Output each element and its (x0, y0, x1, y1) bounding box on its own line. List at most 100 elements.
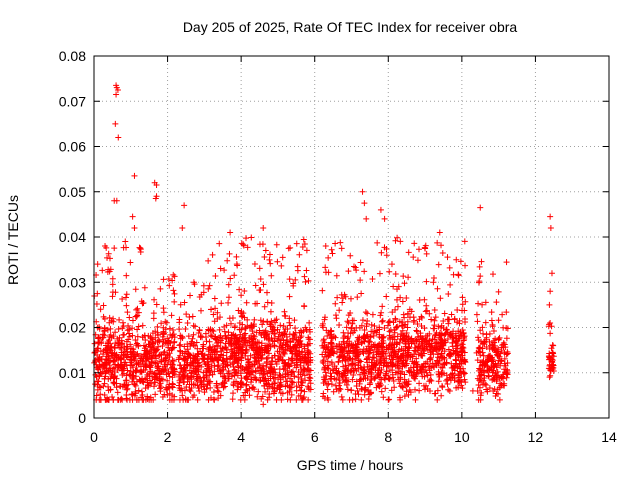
data-point (433, 347, 440, 354)
data-point (263, 358, 270, 365)
data-point (226, 315, 233, 322)
data-point (443, 326, 450, 333)
data-point (261, 253, 268, 260)
data-point (190, 279, 197, 286)
data-point (386, 328, 393, 335)
data-point (336, 307, 343, 314)
data-point (274, 258, 281, 265)
data-point (105, 367, 112, 374)
data-point (207, 332, 214, 339)
data-point (337, 346, 344, 353)
data-point (395, 283, 402, 290)
data-point (381, 244, 388, 251)
data-point (246, 325, 253, 332)
data-point (363, 323, 370, 330)
y-tick-label: 0 (78, 410, 86, 426)
data-point (103, 396, 110, 403)
data-point (301, 303, 308, 310)
data-point (206, 380, 213, 387)
data-point (475, 396, 482, 403)
data-point (186, 381, 193, 388)
y-tick-label: 0.02 (59, 320, 86, 336)
data-point (252, 300, 259, 307)
data-point (462, 379, 469, 386)
data-point (296, 384, 303, 391)
data-point (284, 396, 291, 403)
data-point (279, 254, 286, 261)
data-point (266, 394, 273, 401)
data-point (177, 369, 184, 376)
data-point (171, 290, 178, 297)
data-point (333, 272, 340, 279)
data-point (242, 349, 249, 356)
data-point (248, 234, 255, 241)
data-point (324, 386, 331, 393)
data-point (96, 372, 103, 379)
data-point (547, 224, 554, 231)
data-point (143, 375, 150, 382)
data-point (414, 328, 421, 335)
data-point (376, 331, 383, 338)
data-point (170, 358, 177, 365)
data-point (354, 294, 361, 301)
data-point (388, 352, 395, 359)
data-point (387, 327, 394, 334)
data-point (251, 261, 258, 268)
data-point (131, 380, 138, 387)
data-point (205, 366, 212, 373)
data-point (390, 283, 397, 290)
data-point (488, 317, 495, 324)
data-point (444, 335, 451, 342)
data-point (190, 331, 197, 338)
data-point (277, 322, 284, 329)
data-point (212, 346, 219, 353)
data-point (288, 355, 295, 362)
data-point (289, 379, 296, 386)
data-point (319, 358, 326, 365)
data-point (400, 332, 407, 339)
data-point (393, 339, 400, 346)
data-point (219, 335, 226, 342)
data-point (504, 371, 511, 378)
data-point (406, 387, 413, 394)
data-point (249, 384, 256, 391)
data-point (352, 264, 359, 271)
data-point (220, 357, 227, 364)
data-point (168, 365, 175, 372)
data-point (168, 312, 175, 319)
data-point (377, 312, 384, 319)
data-point (346, 340, 353, 347)
data-point (246, 385, 253, 392)
data-point (426, 363, 433, 370)
data-point (323, 372, 330, 379)
data-point (410, 254, 417, 261)
data-point (328, 359, 335, 366)
data-point (379, 334, 386, 341)
data-point (486, 345, 493, 352)
data-point (222, 375, 229, 382)
data-point (281, 308, 288, 315)
data-point (169, 384, 176, 391)
data-point (364, 331, 371, 338)
data-point (176, 347, 183, 354)
y-tick-label: 0.07 (59, 93, 86, 109)
data-point (489, 356, 496, 363)
data-point (322, 264, 329, 271)
data-point (91, 340, 98, 347)
data-point (274, 348, 281, 355)
data-point (503, 259, 510, 266)
data-point (443, 377, 450, 384)
data-point (129, 332, 136, 339)
data-point (183, 311, 190, 318)
data-point (416, 387, 423, 394)
data-point (486, 330, 493, 337)
x-tick-label: 6 (311, 429, 319, 445)
data-point (438, 324, 445, 331)
data-point (381, 359, 388, 366)
data-point (392, 306, 399, 313)
data-point (399, 298, 406, 305)
data-point (105, 250, 112, 257)
data-point (187, 343, 194, 350)
data-point (222, 334, 229, 341)
data-point (401, 280, 408, 287)
